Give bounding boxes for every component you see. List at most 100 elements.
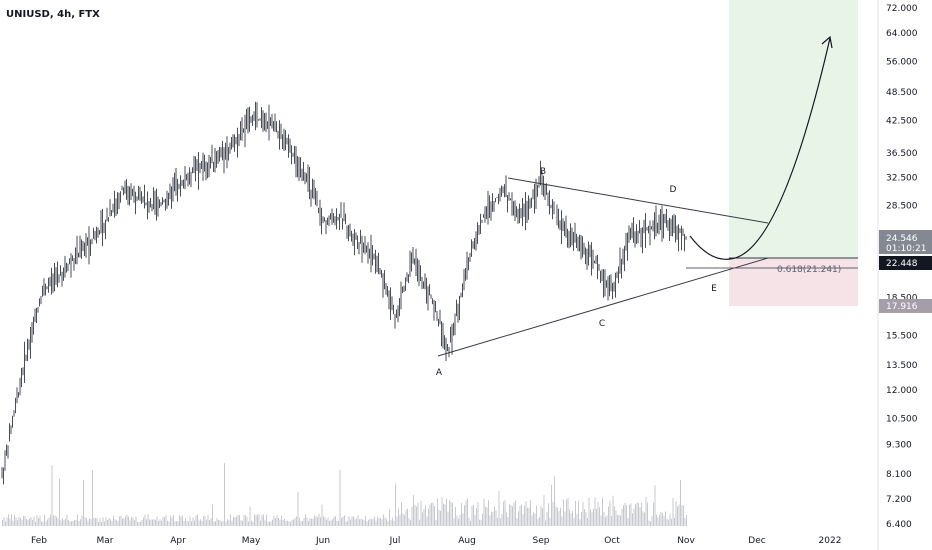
volume-bar [569, 509, 570, 526]
wave-label-d: D [670, 185, 677, 195]
volume-bar [377, 516, 378, 526]
volume-bar [273, 515, 275, 526]
volume-bar [648, 520, 650, 526]
volume-bar [246, 517, 248, 526]
volume-bar [3, 517, 5, 526]
volume-bar [309, 518, 311, 526]
volume-bar [380, 517, 381, 526]
volume-bar [489, 515, 491, 526]
volume-bar [473, 504, 474, 526]
volume-bar [135, 516, 137, 526]
volume-bar [216, 518, 218, 526]
volume-bar [450, 501, 452, 526]
volume-bar [651, 515, 653, 526]
volume-bar [368, 520, 369, 526]
volume-bar [581, 512, 582, 526]
volume-bar [471, 506, 473, 526]
volume-bar [491, 511, 492, 526]
volume-bar [210, 518, 212, 526]
volume-bar [624, 502, 626, 526]
volume-bar [326, 519, 327, 526]
volume-bar [269, 521, 270, 526]
volume-bar [300, 521, 302, 526]
volume-bar [533, 512, 534, 526]
volume-bar [327, 517, 329, 526]
volume-bar [284, 518, 285, 526]
volume-bar [639, 507, 641, 526]
volume-bar [26, 519, 27, 526]
volume-bar [9, 518, 11, 526]
volume-bar [311, 518, 312, 526]
volume-bar [110, 519, 111, 526]
volume-bar [189, 516, 191, 526]
volume-bar [32, 519, 33, 526]
volume-bar [395, 483, 396, 526]
volume-bar [125, 516, 126, 526]
volume-bar [566, 499, 567, 526]
volume-bar [179, 515, 180, 526]
volume-bar [144, 514, 146, 526]
time-axis[interactable]: Feb Mar Apr May Jun Jul Aug Sep Oct Nov Dec 2022 [31, 536, 841, 546]
volume-bar [167, 520, 168, 526]
price-tick-label: 6.400 [886, 520, 912, 530]
volume-bar [290, 521, 291, 526]
price-axis[interactable]: 72.000 64.000 56.000 48.500 42.500 36.500 32.5… [886, 4, 918, 530]
volume-bar [68, 520, 69, 526]
volume-bar [99, 518, 101, 526]
volume-bar [518, 511, 519, 526]
price-tick-label: 15.500 [886, 331, 918, 341]
volume-bar [605, 517, 606, 526]
volume-bar [570, 513, 572, 526]
volume-bar [408, 518, 410, 526]
volume-bar [75, 520, 77, 526]
volume-bar [116, 520, 117, 526]
volume-bar [306, 517, 308, 526]
volume-bar [102, 517, 104, 526]
volume-bar [606, 515, 608, 526]
volume-bar [356, 518, 357, 526]
volume-bar [87, 520, 89, 526]
price-tick-label: 36.500 [886, 149, 918, 159]
volume-bar [615, 510, 617, 526]
volume-bar [203, 516, 204, 526]
volume-bar [401, 502, 402, 526]
volume-bar [492, 511, 494, 526]
volume-bar [17, 520, 18, 526]
volume-bar [236, 516, 237, 526]
current-price-badge [879, 230, 932, 254]
volume-bar [576, 514, 578, 526]
volume-bar [227, 519, 228, 526]
volume-bar [677, 506, 678, 526]
volume-bar [107, 520, 108, 526]
volume-bar [156, 516, 158, 526]
volume-bar [60, 520, 62, 526]
time-tick-label: Aug [458, 536, 476, 546]
volume-bar [440, 510, 441, 526]
volume-bar [351, 516, 353, 526]
volume-bar [219, 520, 221, 526]
volume-bar [635, 504, 636, 526]
volume-bar [527, 507, 528, 526]
volume-bar [132, 517, 134, 526]
volume-bar [339, 469, 341, 526]
volume-bar [225, 521, 227, 526]
volume-bar [38, 518, 39, 526]
volume-bar [354, 519, 356, 526]
volume-bar [303, 518, 305, 526]
volume-bar [567, 498, 569, 526]
volume-bar [462, 513, 464, 526]
volume-bar [149, 519, 150, 526]
volume-bar [536, 505, 537, 526]
volume-bar [392, 517, 393, 526]
volume-bar [599, 507, 600, 526]
volume-bar [657, 517, 659, 526]
time-tick-label: May [242, 536, 261, 546]
volume-bar [201, 520, 203, 526]
volume-bar [164, 517, 165, 526]
volume-bar [30, 517, 32, 526]
volume-bar [549, 517, 551, 526]
volume-bar [29, 518, 30, 526]
volume-bar [659, 514, 660, 526]
volume-bar [419, 519, 420, 526]
